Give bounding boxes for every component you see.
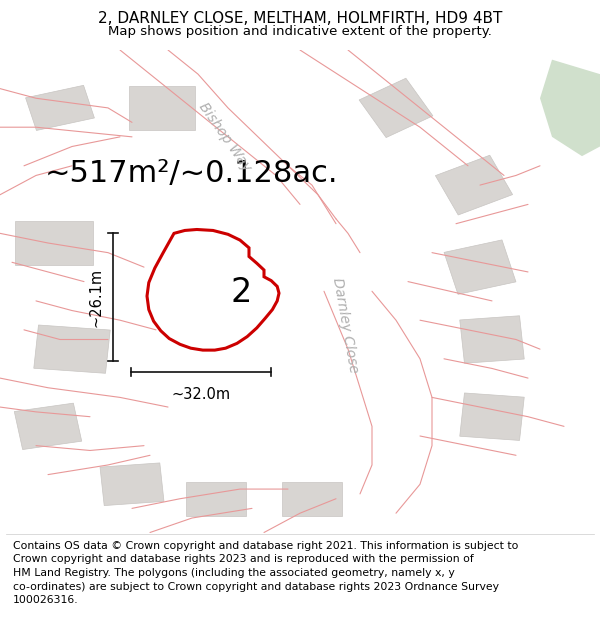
Bar xyxy=(100,463,164,506)
Text: ~26.1m: ~26.1m xyxy=(89,268,104,327)
Bar xyxy=(436,155,512,215)
Bar xyxy=(129,86,195,129)
Bar xyxy=(460,393,524,441)
Text: ~517m²/~0.128ac.: ~517m²/~0.128ac. xyxy=(45,159,339,188)
Text: Map shows position and indicative extent of the property.: Map shows position and indicative extent… xyxy=(108,24,492,38)
Bar xyxy=(444,240,516,294)
Bar xyxy=(34,325,110,373)
Polygon shape xyxy=(540,59,600,156)
Text: Bishop Way: Bishop Way xyxy=(196,100,254,174)
Text: ~32.0m: ~32.0m xyxy=(172,387,230,402)
Text: 2: 2 xyxy=(230,276,252,309)
Bar xyxy=(460,316,524,363)
Bar xyxy=(186,482,246,516)
Bar xyxy=(169,272,232,322)
Bar xyxy=(26,86,94,131)
Bar xyxy=(359,78,433,138)
Bar xyxy=(15,221,93,265)
Text: Contains OS data © Crown copyright and database right 2021. This information is : Contains OS data © Crown copyright and d… xyxy=(13,541,518,605)
Text: 2, DARNLEY CLOSE, MELTHAM, HOLMFIRTH, HD9 4BT: 2, DARNLEY CLOSE, MELTHAM, HOLMFIRTH, HD… xyxy=(98,11,502,26)
Bar xyxy=(282,482,342,516)
Text: Darnley Close: Darnley Close xyxy=(330,276,360,374)
Polygon shape xyxy=(147,229,279,350)
Bar xyxy=(14,403,82,449)
